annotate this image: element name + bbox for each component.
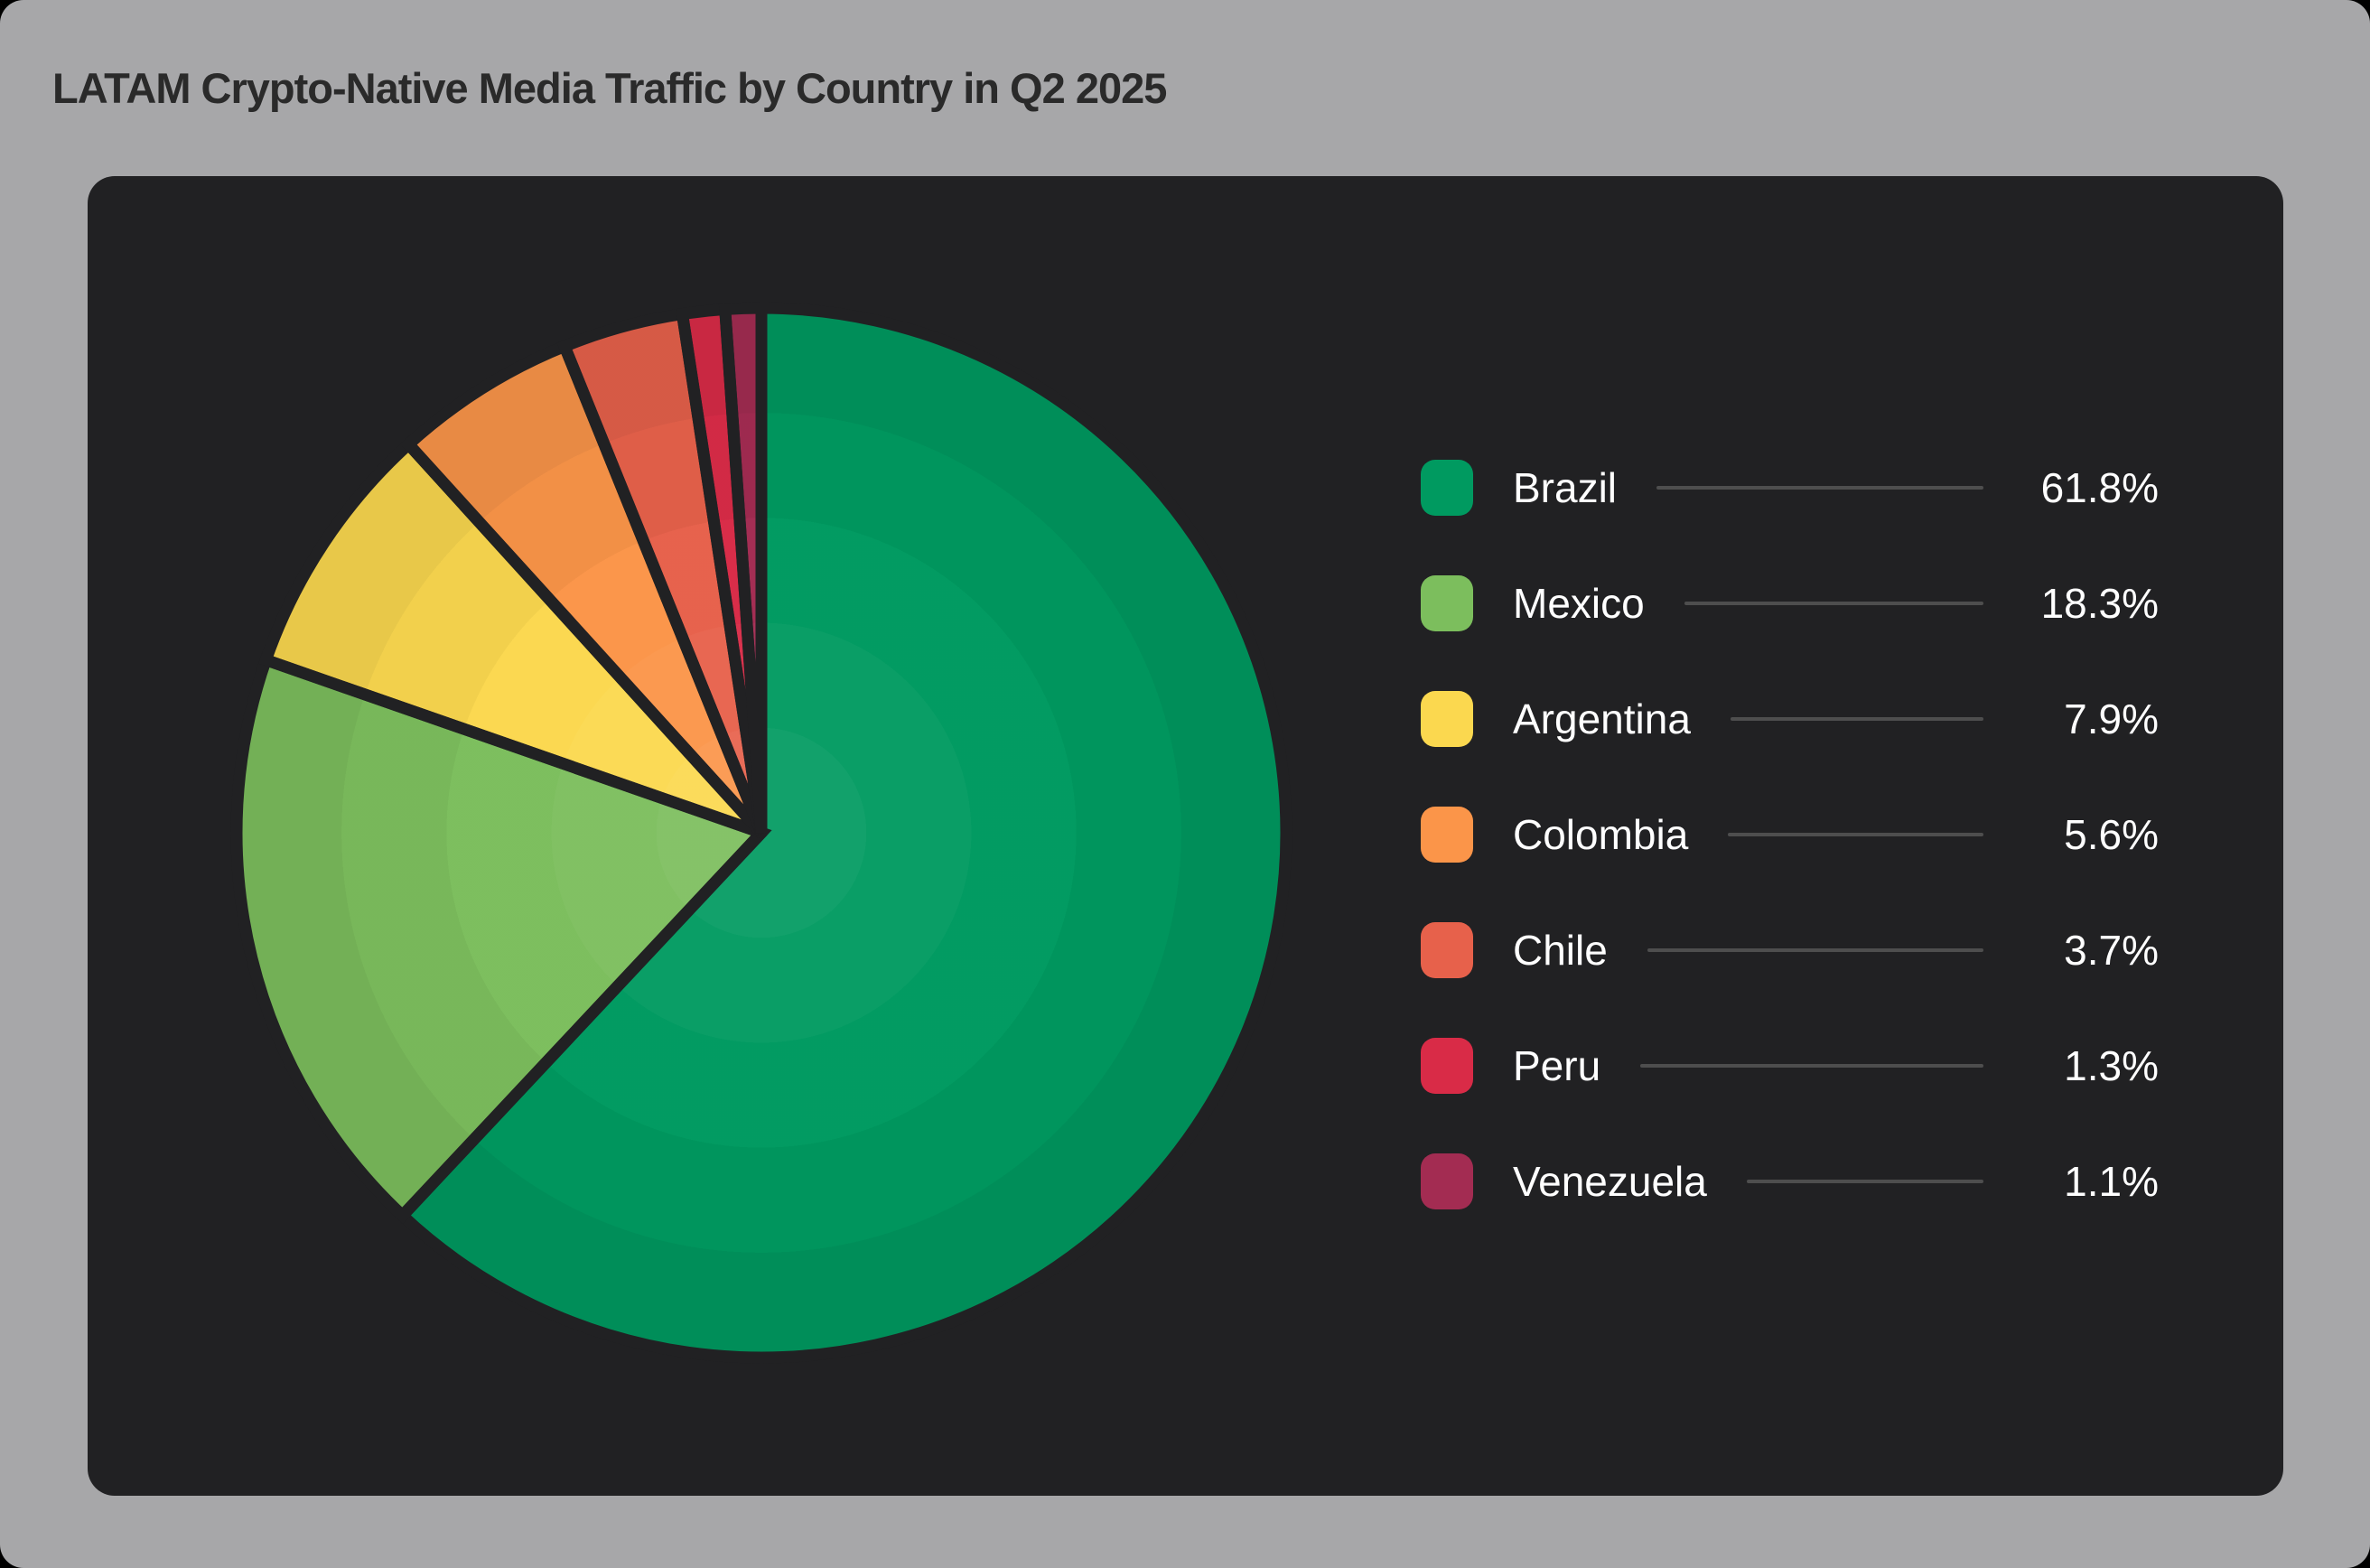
legend-label: Brazil [1513,464,1618,511]
legend-connector-line [1684,602,1983,605]
chart-legend: Brazil 61.8% Mexico 18.3% Argentina 7.9% Colom… [1421,460,2159,1209]
pie-chart [230,302,1292,1364]
legend-item-venezuela: Venezuela 1.1% [1421,1153,2159,1209]
legend-connector-line [1640,1064,1983,1068]
legend-item-peru: Peru 1.3% [1421,1038,2159,1094]
legend-label: Venezuela [1513,1158,1707,1205]
legend-value: 3.7% [2064,927,2159,974]
legend-value: 5.6% [2064,811,2159,858]
chart-card: Brazil 61.8% Mexico 18.3% Argentina 7.9% Colom… [88,176,2283,1496]
legend-label: Peru [1513,1042,1601,1089]
legend-item-argentina: Argentina 7.9% [1421,691,2159,747]
pie-chart-svg [230,302,1292,1364]
legend-connector-line [1656,486,1983,490]
legend-value: 18.3% [2040,580,2159,627]
legend-swatch-peru [1421,1038,1473,1094]
legend-swatch-mexico [1421,575,1473,631]
legend-connector-line [1728,833,1983,836]
legend-swatch-brazil [1421,460,1473,516]
legend-connector-line [1647,948,1983,952]
legend-item-colombia: Colombia 5.6% [1421,807,2159,863]
legend-value: 1.1% [2064,1158,2159,1205]
pie-slice-border-venezuela [718,302,768,834]
pie-slice-border-argentina [258,435,766,839]
legend-swatch-colombia [1421,807,1473,863]
legend-label: Chile [1513,927,1608,974]
legend-swatch-argentina [1421,691,1473,747]
legend-value: 7.9% [2064,695,2159,742]
legend-label: Colombia [1513,811,1689,858]
pie-slice-border-colombia [400,338,768,837]
legend-value: 61.8% [2040,464,2159,511]
legend-connector-line [1746,1180,1983,1183]
pie-slice-border-brazil [394,302,1292,1364]
legend-swatch-venezuela [1421,1153,1473,1209]
legend-label: Argentina [1513,695,1691,742]
legend-item-chile: Chile 3.7% [1421,922,2159,978]
legend-connector-line [1730,717,1983,721]
legend-swatch-chile [1421,922,1473,978]
legend-item-mexico: Mexico 18.3% [1421,575,2159,631]
legend-value: 1.3% [2064,1042,2159,1089]
chart-title: LATAM Crypto-Native Media Traffic by Cou… [52,64,1167,112]
pie-slice-border-mexico [230,652,772,1225]
legend-item-brazil: Brazil 61.8% [1421,460,2159,516]
legend-label: Mexico [1513,580,1645,627]
